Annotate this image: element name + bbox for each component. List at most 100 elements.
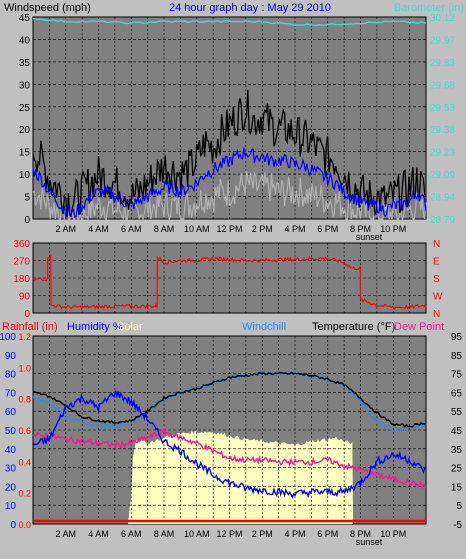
y-tick-label: 20 xyxy=(19,125,31,136)
temperature-tick-label: 95 xyxy=(451,332,463,343)
temperature-tick-label: 15 xyxy=(451,482,463,493)
series-wind_avg xyxy=(32,147,427,219)
humidity-tick-label: 50 xyxy=(5,426,17,437)
humidity-y-axis-labels: 0 10 20 30 40 50 60 70 80 90 100 xyxy=(0,332,16,531)
series-wind_low xyxy=(32,170,427,222)
x-tick-label: 2 PM xyxy=(252,529,273,539)
x-tick-label: 10 PM xyxy=(380,529,406,539)
y2-tick-label: 30.12 xyxy=(430,13,455,24)
y2-tick-label: 29.97 xyxy=(430,35,455,46)
sunset-label: sunset xyxy=(356,232,383,242)
legend-solar: Solar xyxy=(117,321,143,333)
y-tick-label: 10 xyxy=(19,170,31,181)
humidity-tick-label: 70 xyxy=(5,388,17,399)
y-tick-label: 35 xyxy=(19,58,31,69)
legend-windchill: Windchill xyxy=(242,321,286,333)
x-tick-label: 8 AM xyxy=(154,529,175,539)
climate-x-axis-labels: 2 AM 4 AM 6 AM 8 AM 10 AM 12 PM 2 PM 4 PM 6 PM 8 … xyxy=(55,529,406,539)
x-tick-label: 4 AM xyxy=(88,529,109,539)
humidity-tick-label: 30 xyxy=(5,464,17,475)
temperature-tick-label: 45 xyxy=(451,426,463,437)
series-direction xyxy=(32,253,427,311)
y-tick-label: 40 xyxy=(19,35,31,46)
rainfall-tick-label: 0.0 xyxy=(18,520,31,530)
graph-title: 24 hour graph day : May 29 2010 xyxy=(169,2,331,14)
y2-tick-label: 29.23 xyxy=(430,148,455,159)
x-tick-label: 8 PM xyxy=(350,529,371,539)
climate-series xyxy=(32,370,427,523)
y-tick-label: 180 xyxy=(13,274,30,285)
humidity-tick-label: 60 xyxy=(5,407,17,418)
x-tick-label: 2 AM xyxy=(55,529,76,539)
humidity-tick-label: 0 xyxy=(10,520,16,531)
legend-dew-point: Dew Point xyxy=(394,321,444,333)
y-tick-label: 45 xyxy=(19,13,31,24)
temperature-tick-label: 65 xyxy=(451,388,463,399)
x-tick-label: 10 PM xyxy=(380,224,406,234)
series-temperature xyxy=(32,371,427,428)
humidity-tick-label: 100 xyxy=(0,332,16,343)
legend-humidity: Humidity % xyxy=(67,321,123,333)
x-tick-label: 4 AM xyxy=(88,224,109,234)
legend-rainfall: Rainfall (in) xyxy=(2,321,58,333)
y-tick-label: 15 xyxy=(19,148,31,159)
rainfall-tick-label: 0.6 xyxy=(18,426,31,436)
rainfall-tick-label: 0.2 xyxy=(18,489,31,499)
rainfall-y-axis-labels: 0.0 0.2 0.4 0.6 0.8 1.0 1.2 xyxy=(18,332,31,530)
y-tick-label: 5 xyxy=(24,193,30,204)
series-wind_max xyxy=(32,89,427,218)
y2-tick-label: 28.79 xyxy=(430,215,455,226)
y2-tick-label: 29.53 xyxy=(430,103,455,114)
x-tick-label: 8 PM xyxy=(350,224,371,234)
compass-label: N xyxy=(433,239,440,250)
direction-y-axis-labels: 0 90 180 270 360 xyxy=(13,239,30,320)
series-barometer xyxy=(32,17,427,26)
x-tick-label: 4 PM xyxy=(284,224,305,234)
x-tick-label: 12 PM xyxy=(216,529,242,539)
rainfall-tick-label: 1.0 xyxy=(18,363,31,373)
wind-y-axis-labels: 0 5 10 15 20 25 30 35 40 45 xyxy=(19,13,31,226)
x-tick-label: 6 PM xyxy=(317,224,338,234)
wind-x-axis-labels: 2 AM 4 AM 6 AM 8 AM 10 AM 12 PM 2 PM 4 PM 6 PM 8 … xyxy=(55,224,406,234)
y2-tick-label: 29.83 xyxy=(430,58,455,69)
compass-label: W xyxy=(433,292,443,303)
temperature-tick-label: 75 xyxy=(451,370,463,381)
temperature-tick-label: 55 xyxy=(451,407,463,418)
direction-series xyxy=(32,253,427,311)
x-tick-label: 8 AM xyxy=(154,224,175,234)
temperature-tick-label: 35 xyxy=(451,445,463,456)
temperature-tick-label: -5 xyxy=(453,520,462,531)
barometer-axis-title: Barometer (in) xyxy=(394,2,464,14)
wind-series xyxy=(32,17,427,222)
y2-tick-label: 29.38 xyxy=(430,125,455,136)
y2-tick-label: 29.68 xyxy=(430,80,455,91)
temperature-y-axis-labels: -5 5 15 25 35 45 55 65 75 85 95 xyxy=(451,332,463,531)
temperature-tick-label: 85 xyxy=(451,351,463,362)
y-tick-label: 90 xyxy=(19,292,31,303)
x-tick-label: 10 AM xyxy=(184,529,210,539)
x-tick-label: 2 AM xyxy=(55,224,76,234)
windspeed-axis-title: Windspeed (mph) xyxy=(4,2,91,14)
solar-area xyxy=(128,430,354,524)
temperature-tick-label: 5 xyxy=(456,501,462,512)
compass-label: E xyxy=(433,257,440,268)
rainfall-tick-label: 1.2 xyxy=(18,332,31,342)
x-tick-label: 6 AM xyxy=(121,529,142,539)
y-tick-label: 360 xyxy=(13,239,30,250)
x-tick-label: 6 PM xyxy=(317,529,338,539)
x-tick-label: 4 PM xyxy=(284,529,305,539)
humidity-tick-label: 90 xyxy=(5,351,17,362)
rainfall-tick-label: 0.8 xyxy=(18,395,31,405)
series-solar xyxy=(128,430,354,524)
legend-temperature: Temperature (°F) xyxy=(312,321,395,333)
barometer-y-axis-labels: 28.79 28.94 29.09 29.23 29.38 29.53 29.68 29.83… xyxy=(430,13,455,226)
humidity-tick-label: 80 xyxy=(5,370,17,381)
humidity-tick-label: 40 xyxy=(5,445,17,456)
humidity-tick-label: 10 xyxy=(5,501,17,512)
temperature-tick-label: 25 xyxy=(451,464,463,475)
series-dew_point xyxy=(32,427,426,490)
compass-label: S xyxy=(433,274,440,285)
x-tick-label: 6 AM xyxy=(121,224,142,234)
